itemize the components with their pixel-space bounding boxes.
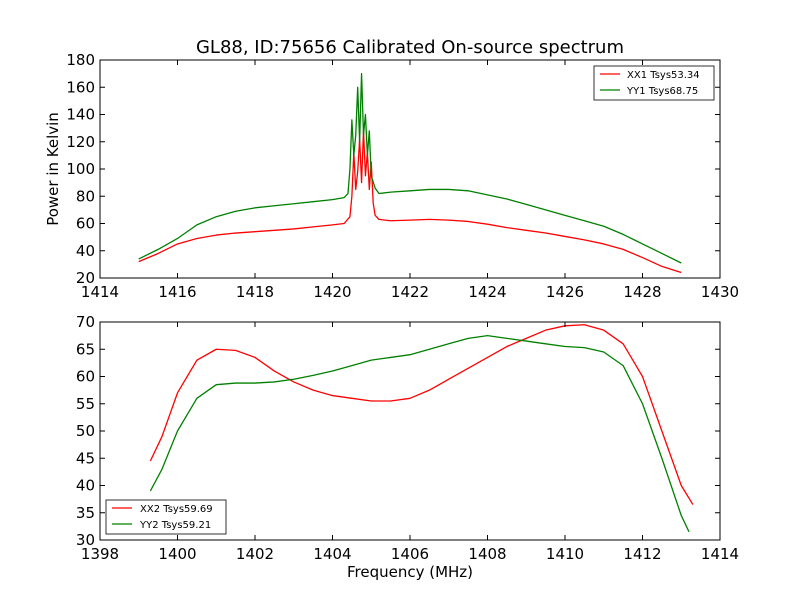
- legend-label-xx2: XX2 Tsys59.69: [140, 504, 213, 515]
- top-y-tick-label: 60: [76, 215, 95, 233]
- legend-label-xx1: XX1 Tsys53.34: [627, 70, 700, 81]
- bottom-y-tick-label: 70: [76, 313, 95, 331]
- bottom-y-tick-label: 45: [76, 449, 95, 467]
- top-y-tick-label: 120: [66, 133, 95, 151]
- bottom-y-tick-label: 50: [76, 422, 95, 440]
- bottom-legend-box: [105, 499, 227, 535]
- top-series-yy-line: [138, 72, 682, 264]
- bottom-x-tick-label: 1410: [546, 545, 584, 563]
- top-y-tick-label: 180: [66, 51, 95, 69]
- top-legend-box: [593, 65, 715, 101]
- bottom-x-tick-label: 1412: [623, 545, 661, 563]
- top-x-tick-label: 1430: [701, 283, 739, 301]
- top-x-tick-label: 1428: [623, 283, 661, 301]
- bottom-legend: XX2 Tsys59.69 YY2 Tsys59.21: [105, 499, 227, 535]
- top-x-tick-label: 1418: [236, 283, 274, 301]
- bottom-series-xx-line: [149, 324, 694, 505]
- bottom-y-tick-label: 60: [76, 368, 95, 386]
- bottom-x-tick-label: 1414: [701, 545, 739, 563]
- legend-label-yy2: YY2 Tsys59.21: [139, 520, 211, 531]
- bottom-series-yy-line: [149, 334, 690, 533]
- legend-label-yy1: YY1 Tsys68.75: [626, 86, 698, 97]
- bottom-y-tick-label: 55: [76, 395, 95, 413]
- top-x-tick-label: 1414: [81, 283, 119, 301]
- top-y-tick-label: 140: [66, 106, 95, 124]
- top-panel: 1414 1416 1418 1420 1422 1424 1426 1428 1430 20 40…: [44, 51, 739, 301]
- top-x-tick-label: 1424: [468, 283, 506, 301]
- bottom-x-axis-label: Frequency (MHz): [347, 563, 473, 581]
- top-x-tick-label: 1420: [313, 283, 351, 301]
- top-y-tick-label: 20: [76, 269, 95, 287]
- bottom-y-tick-label: 35: [76, 504, 95, 522]
- top-y-tick-label: 160: [66, 78, 95, 96]
- bottom-y-tick-label: 65: [76, 340, 95, 358]
- bottom-panel: 1398 1400 1402 1404 1406 1408 1410 1412 1414 30 35…: [76, 313, 739, 581]
- bottom-y-tick-label: 40: [76, 477, 95, 495]
- top-x-tick-label: 1426: [546, 283, 584, 301]
- bottom-x-tick-label: 1406: [391, 545, 429, 563]
- bottom-x-tick-label: 1402: [236, 545, 274, 563]
- top-y-axis-label: Power in Kelvin: [44, 112, 62, 226]
- top-y-tick-label: 80: [76, 187, 95, 205]
- top-y-tick-label: 100: [66, 160, 95, 178]
- top-x-tick-label: 1422: [391, 283, 429, 301]
- bottom-y-tick-label: 30: [76, 531, 95, 549]
- top-legend: XX1 Tsys53.34 YY1 Tsys68.75: [593, 65, 715, 101]
- top-y-tick-label: 40: [76, 242, 95, 260]
- chart-title: GL88, ID:75656 Calibrated On-source spec…: [196, 37, 624, 58]
- bottom-x-tick-label: 1404: [313, 545, 351, 563]
- bottom-x-tick-label: 1408: [468, 545, 506, 563]
- top-x-tick-label: 1416: [158, 283, 196, 301]
- bottom-x-tick-label: 1398: [81, 545, 119, 563]
- bottom-x-tick-label: 1400: [158, 545, 196, 563]
